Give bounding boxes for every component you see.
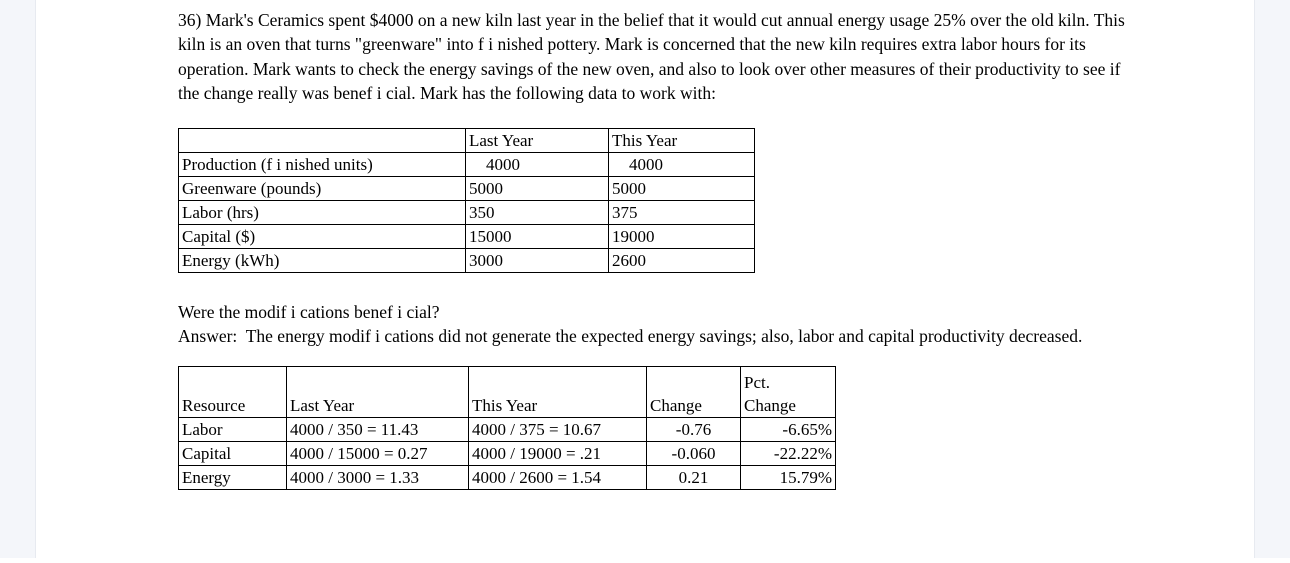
- row-label-cell: Labor (hrs): [178, 199, 466, 225]
- results-row-labor: Labor 4000 / 350 = 11.43 4000 / 375 = 10…: [178, 417, 836, 443]
- this-year-calc-cell: 4000 / 375 = 10.67: [468, 417, 647, 443]
- last-year-calc-cell: 4000 / 350 = 11.43: [286, 417, 469, 443]
- last-year-header-cell: Last Year: [286, 366, 469, 419]
- resource-cell: Energy: [178, 465, 287, 491]
- table-row-production: Production (f i nished units) 4000 4000: [178, 151, 755, 177]
- resource-header-cell: Resource: [178, 366, 287, 419]
- resource-cell: Capital: [178, 441, 287, 467]
- problem-statement: 36) Mark's Ceramics spent $4000 on a new…: [178, 10, 1130, 104]
- this-year-calc-cell: 4000 / 19000 = .21: [468, 441, 647, 467]
- row-label-cell: Capital ($): [178, 223, 466, 249]
- left-page-margin: [0, 0, 36, 558]
- this-year-value-cell: 19000: [608, 223, 755, 249]
- table-row-energy: Energy (kWh) 3000 2600: [178, 247, 755, 273]
- pct-change-value-cell: -6.65%: [740, 417, 836, 443]
- this-year-value-cell: 2600: [608, 247, 755, 273]
- pct-change-value-cell: 15.79%: [740, 465, 836, 491]
- pct-change-header-cell: Pct. Change: [740, 366, 836, 419]
- last-year-value-cell: 15000: [465, 223, 609, 249]
- last-year-value-cell: 3000: [465, 247, 609, 273]
- change-value-cell: 0.21: [646, 465, 741, 491]
- answer-text: Answer: The energy modif i cations did n…: [178, 326, 1083, 347]
- last-year-calc-cell: 4000 / 3000 = 1.33: [286, 465, 469, 491]
- last-year-calc-cell: 4000 / 15000 = 0.27: [286, 441, 469, 467]
- table-row-capital: Capital ($) 15000 19000: [178, 223, 755, 249]
- table-row-labor: Labor (hrs) 350 375: [178, 199, 755, 225]
- input-data-table: Last Year This Year Production (f i nish…: [178, 127, 755, 273]
- last-year-value-cell: 5000: [465, 175, 609, 201]
- row-label-cell: Greenware (pounds): [178, 175, 466, 201]
- document-page: 36) Mark's Ceramics spent $4000 on a new…: [36, 0, 1254, 563]
- data-table-header-row: Last Year This Year: [178, 127, 755, 153]
- row-label-cell: Energy (kWh): [178, 247, 466, 273]
- this-year-header-cell: This Year: [468, 366, 647, 419]
- blank-header-cell: [178, 127, 466, 153]
- last-year-value-cell: 350: [465, 199, 609, 225]
- results-row-energy: Energy 4000 / 3000 = 1.33 4000 / 2600 = …: [178, 465, 836, 491]
- right-page-margin: [1254, 0, 1290, 558]
- resource-cell: Labor: [178, 417, 287, 443]
- results-header-row: Resource Last Year This Year Change Pct.…: [178, 366, 836, 419]
- question-text: Were the modif i cations benef i cial?: [178, 301, 440, 322]
- table-row-greenware: Greenware (pounds) 5000 5000: [178, 175, 755, 201]
- this-year-value-cell: 5000: [608, 175, 755, 201]
- last-year-value-cell: 4000: [465, 151, 609, 177]
- this-year-header-cell: This Year: [608, 127, 755, 153]
- this-year-calc-cell: 4000 / 2600 = 1.54: [468, 465, 647, 491]
- this-year-value-cell: 4000: [608, 151, 755, 177]
- last-year-header-cell: Last Year: [465, 127, 609, 153]
- pct-change-value-cell: -22.22%: [740, 441, 836, 467]
- productivity-results-table: Resource Last Year This Year Change Pct.…: [178, 366, 836, 491]
- change-value-cell: -0.76: [646, 417, 741, 443]
- pct-change-header-line2: Change: [744, 396, 796, 416]
- row-label-cell: Production (f i nished units): [178, 151, 466, 177]
- change-header-cell: Change: [646, 366, 741, 419]
- change-value-cell: -0.060: [646, 441, 741, 467]
- results-row-capital: Capital 4000 / 15000 = 0.27 4000 / 19000…: [178, 441, 836, 467]
- pct-change-header-line1: Pct.: [744, 373, 770, 393]
- this-year-value-cell: 375: [608, 199, 755, 225]
